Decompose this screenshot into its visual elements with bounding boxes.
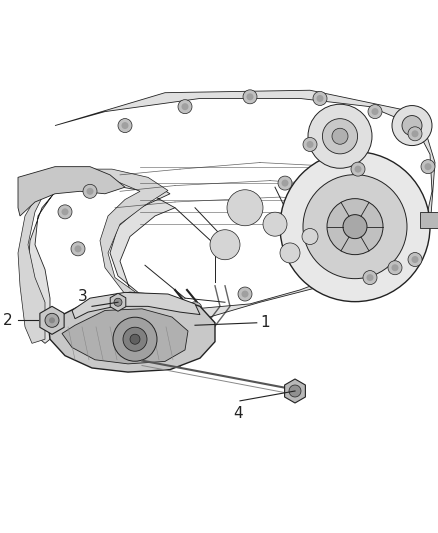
Polygon shape <box>110 293 126 311</box>
Circle shape <box>58 205 72 219</box>
Circle shape <box>392 106 432 146</box>
Circle shape <box>303 138 317 151</box>
Circle shape <box>49 317 55 324</box>
Circle shape <box>307 141 314 148</box>
Circle shape <box>113 317 157 361</box>
Text: 2: 2 <box>3 313 13 328</box>
Polygon shape <box>48 293 215 372</box>
Circle shape <box>343 215 367 239</box>
Circle shape <box>322 119 357 154</box>
Circle shape <box>121 122 128 129</box>
Circle shape <box>210 230 240 260</box>
Circle shape <box>280 152 430 302</box>
Circle shape <box>123 327 147 351</box>
Circle shape <box>181 103 188 110</box>
Circle shape <box>243 90 257 104</box>
Circle shape <box>130 334 140 344</box>
Circle shape <box>71 242 85 256</box>
Circle shape <box>74 245 81 252</box>
Text: 1: 1 <box>260 316 270 330</box>
Circle shape <box>278 176 292 190</box>
Circle shape <box>282 180 289 187</box>
Circle shape <box>402 116 422 135</box>
Circle shape <box>188 302 202 316</box>
Circle shape <box>61 208 68 215</box>
Circle shape <box>327 199 383 255</box>
Circle shape <box>118 118 132 133</box>
Text: 3: 3 <box>78 289 88 304</box>
Polygon shape <box>285 379 305 403</box>
Circle shape <box>332 128 348 144</box>
Circle shape <box>411 130 418 138</box>
Circle shape <box>83 184 97 198</box>
Circle shape <box>247 93 254 100</box>
Polygon shape <box>62 309 188 364</box>
Circle shape <box>351 162 365 176</box>
Circle shape <box>408 127 422 141</box>
Circle shape <box>191 305 198 312</box>
Circle shape <box>308 104 372 168</box>
Circle shape <box>178 100 192 114</box>
Circle shape <box>86 188 93 195</box>
Circle shape <box>114 298 122 306</box>
Polygon shape <box>18 169 192 343</box>
Circle shape <box>388 261 402 274</box>
Circle shape <box>408 253 422 266</box>
Circle shape <box>241 290 248 297</box>
Circle shape <box>424 163 431 170</box>
Circle shape <box>371 108 378 115</box>
Circle shape <box>302 229 318 245</box>
Circle shape <box>303 175 407 279</box>
Text: 4: 4 <box>233 406 243 421</box>
Circle shape <box>289 385 301 397</box>
Circle shape <box>313 92 327 106</box>
Circle shape <box>317 95 324 102</box>
Circle shape <box>227 190 263 226</box>
Circle shape <box>367 274 374 281</box>
Polygon shape <box>40 306 64 334</box>
Circle shape <box>368 104 382 119</box>
Circle shape <box>280 243 300 263</box>
Circle shape <box>263 212 287 236</box>
Circle shape <box>363 271 377 285</box>
Bar <box>420 212 438 228</box>
Polygon shape <box>72 293 200 319</box>
Circle shape <box>238 287 252 301</box>
Polygon shape <box>28 90 435 343</box>
Circle shape <box>354 166 361 173</box>
Circle shape <box>392 264 399 271</box>
Polygon shape <box>18 167 125 216</box>
Circle shape <box>411 256 418 263</box>
Circle shape <box>421 160 435 174</box>
Circle shape <box>45 313 59 327</box>
